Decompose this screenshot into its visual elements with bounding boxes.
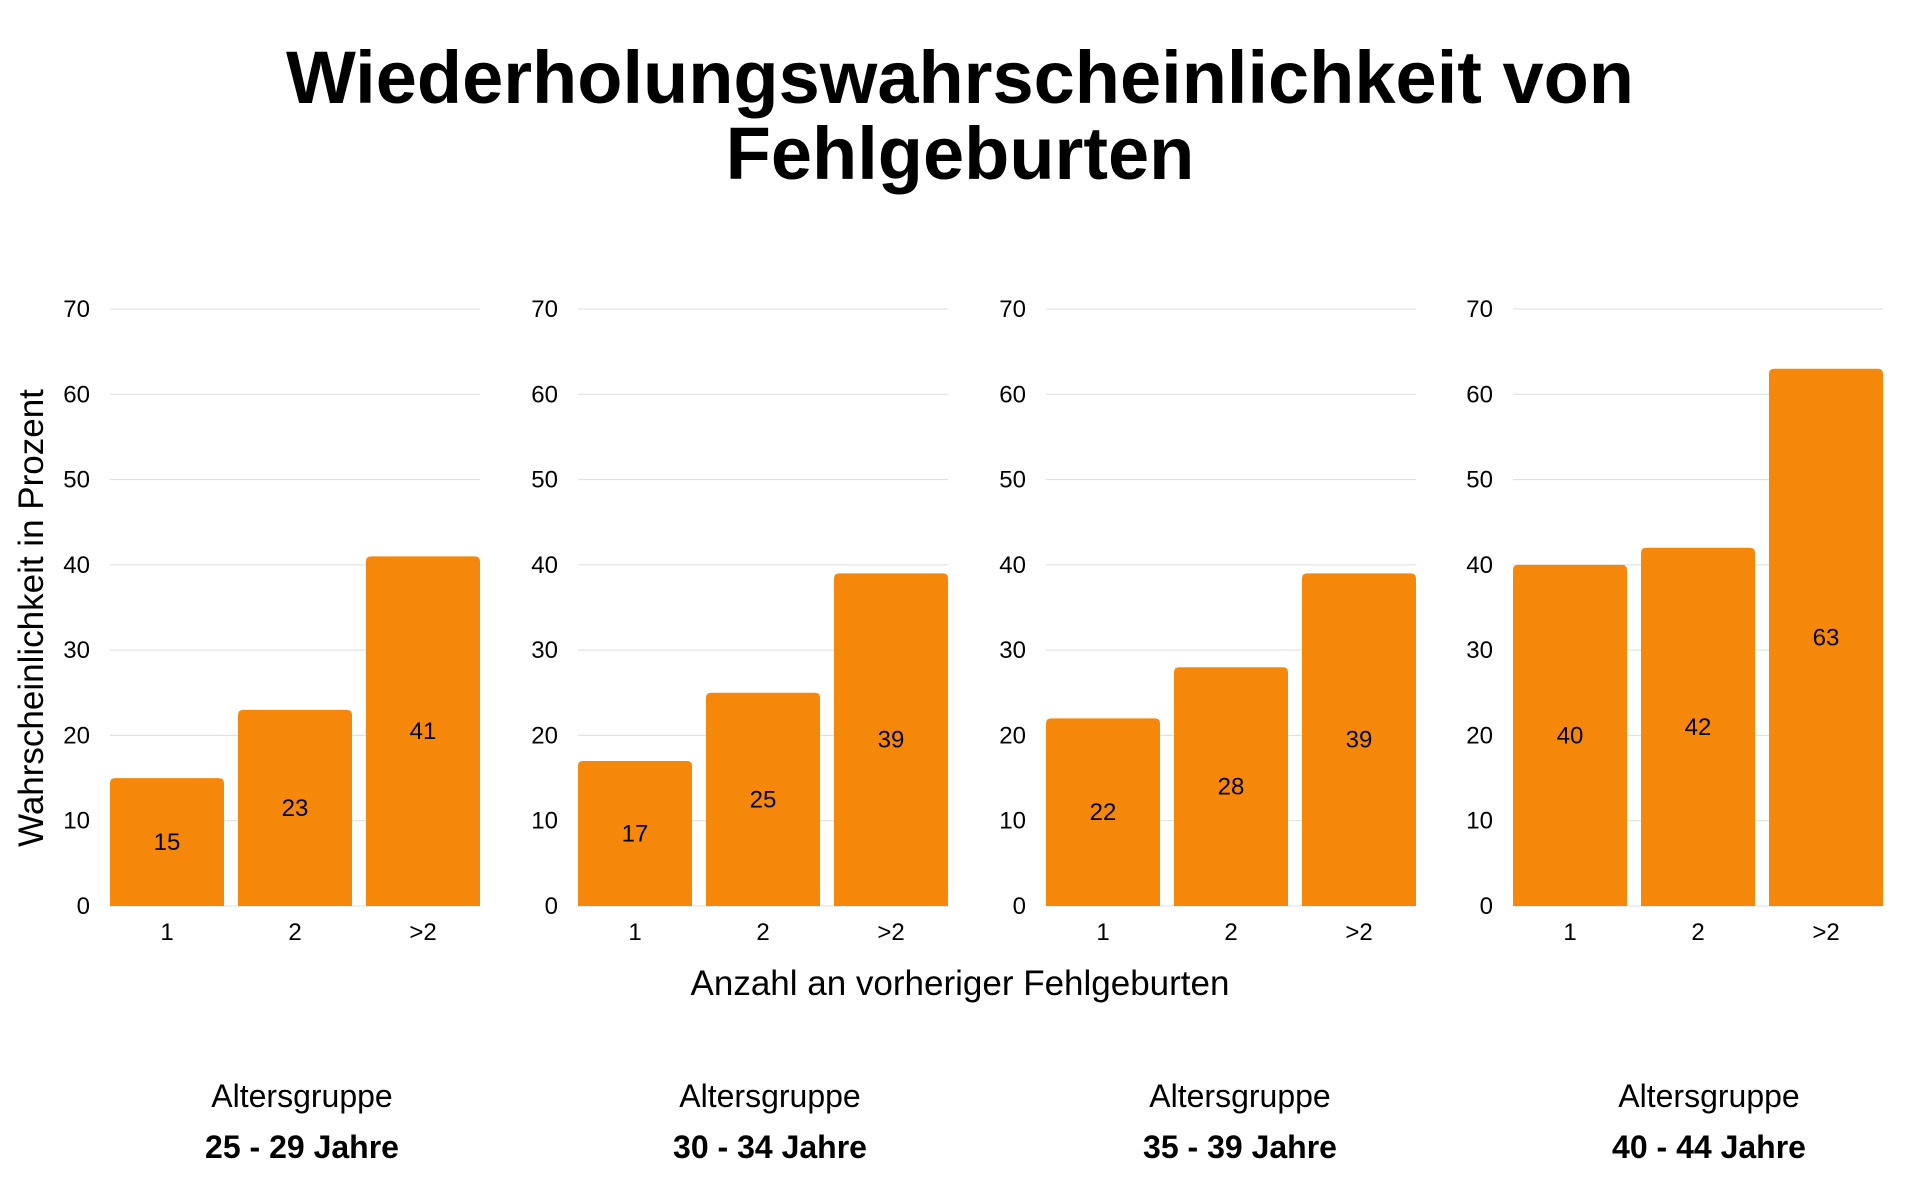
- y-tick-label: 40: [1466, 552, 1493, 579]
- bar: [1174, 667, 1288, 906]
- data-label: 23: [282, 795, 309, 822]
- bar: [706, 692, 820, 906]
- y-tick-label: 20: [531, 722, 558, 749]
- y-tick-label: 30: [531, 637, 558, 664]
- y-tick-label: 10: [63, 808, 90, 835]
- y-tick-label: 10: [999, 808, 1026, 835]
- bar: [238, 709, 352, 906]
- y-tick-label: 30: [1466, 637, 1493, 664]
- y-tick-label: 70: [1466, 296, 1493, 323]
- y-tick-label: 0: [77, 893, 90, 920]
- data-label: 40: [1557, 722, 1584, 749]
- bar: [1641, 547, 1755, 906]
- x-tick-label: >2: [409, 919, 436, 946]
- x-tick-label: 2: [1224, 919, 1237, 946]
- y-tick-label: 70: [999, 296, 1026, 323]
- y-tick-label: 20: [999, 722, 1026, 749]
- y-tick-label: 0: [545, 893, 558, 920]
- bar: [1769, 368, 1883, 906]
- panel-group-label: Altersgruppe: [1149, 1078, 1330, 1114]
- data-label: 42: [1685, 714, 1712, 741]
- panel-group-label: Altersgruppe: [679, 1078, 860, 1114]
- x-tick-label: 2: [288, 919, 301, 946]
- chart-title: Wiederholungswahrscheinlichkeit von Fehl…: [0, 40, 1920, 192]
- x-tick-label: >2: [1812, 919, 1839, 946]
- y-tick-label: 30: [63, 637, 90, 664]
- x-tick-label: >2: [877, 919, 904, 946]
- y-axis-title: Wahrscheinlichkeit in Prozent: [12, 389, 51, 847]
- data-label: 39: [878, 727, 905, 754]
- x-tick-label: 2: [1691, 919, 1704, 946]
- data-label: 28: [1218, 774, 1245, 801]
- y-tick-label: 10: [531, 808, 558, 835]
- data-label: 41: [410, 718, 437, 745]
- y-tick-label: 50: [999, 467, 1026, 494]
- x-tick-label: >2: [1345, 919, 1372, 946]
- bar: [366, 556, 480, 906]
- panel-group-value: 30 - 34 Jahre: [673, 1129, 867, 1165]
- bar: [1302, 573, 1416, 906]
- data-label: 39: [1346, 727, 1373, 754]
- y-tick-label: 60: [1466, 381, 1493, 408]
- bar: [834, 573, 948, 906]
- chart-title-line-1: Wiederholungswahrscheinlichkeit von: [285, 36, 1635, 119]
- data-label: 17: [622, 821, 649, 848]
- bar: [578, 761, 692, 906]
- y-tick-label: 50: [63, 467, 90, 494]
- bar: [1513, 564, 1627, 906]
- y-tick-label: 40: [999, 552, 1026, 579]
- y-tick-label: 70: [63, 296, 90, 323]
- x-axis-title: Anzahl an vorheriger Fehlgeburten: [691, 964, 1230, 1003]
- data-label: 15: [154, 829, 181, 856]
- panel-group-label: Altersgruppe: [1618, 1078, 1799, 1114]
- y-tick-label: 60: [999, 381, 1026, 408]
- x-tick-label: 2: [756, 919, 769, 946]
- y-tick-label: 30: [999, 637, 1026, 664]
- x-tick-label: 1: [628, 919, 641, 946]
- x-tick-label: 1: [160, 919, 173, 946]
- y-tick-label: 60: [531, 381, 558, 408]
- panel-group-label: Altersgruppe: [211, 1078, 392, 1114]
- y-tick-label: 0: [1480, 893, 1493, 920]
- y-tick-label: 60: [63, 381, 90, 408]
- data-label: 25: [750, 786, 777, 813]
- y-tick-label: 70: [531, 296, 558, 323]
- panel-group-value: 35 - 39 Jahre: [1143, 1129, 1337, 1165]
- y-tick-label: 50: [1466, 467, 1493, 494]
- y-tick-label: 40: [63, 552, 90, 579]
- x-tick-label: 1: [1563, 919, 1576, 946]
- data-label: 22: [1090, 799, 1117, 826]
- bar: [110, 778, 224, 906]
- panel-group-value: 25 - 29 Jahre: [205, 1129, 399, 1165]
- bar: [1046, 718, 1160, 906]
- y-tick-label: 20: [1466, 722, 1493, 749]
- panel-group-value: 40 - 44 Jahre: [1612, 1129, 1806, 1165]
- y-tick-label: 10: [1466, 808, 1493, 835]
- x-tick-label: 1: [1096, 919, 1109, 946]
- y-tick-label: 50: [531, 467, 558, 494]
- y-tick-label: 0: [1013, 893, 1026, 920]
- chart-title-line-2: Fehlgeburten: [725, 112, 1195, 195]
- y-tick-label: 40: [531, 552, 558, 579]
- y-tick-label: 20: [63, 722, 90, 749]
- data-label: 63: [1813, 624, 1840, 651]
